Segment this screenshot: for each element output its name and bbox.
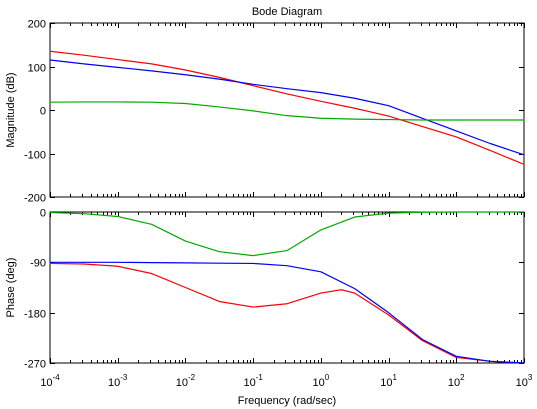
magnitude-y-tick-label: -100 [24,150,46,162]
x-tick-label-exponent: 0 [325,373,330,382]
magnitude-series-line-3 [49,101,525,121]
phase-series-line-3 [49,211,525,257]
x-tick-label-base: 10 [448,377,460,389]
x-tick-label-exponent: 3 [528,373,533,382]
phase-y-axis-label: Phase (deg) [5,258,17,318]
phase-y-tick-label: -270 [24,359,46,371]
x-tick-label: 102 [448,373,465,389]
x-tick-label-base: 10 [176,377,188,389]
x-tick-label-base: 10 [243,377,255,389]
x-tick-label: 103 [516,373,533,389]
x-axis-label: Frequency (rad/sec) [238,395,336,407]
x-tick-label-base: 10 [108,377,120,389]
x-tick-label: 10-1 [243,373,263,389]
phase-y-tick-label: -90 [30,258,46,270]
x-tick-label-base: 10 [313,377,325,389]
magnitude-y-tick-label: 0 [40,106,46,118]
phase-series-line-1 [49,262,525,364]
x-tick-label-exponent: -3 [120,373,128,382]
x-tick-label-exponent: -4 [53,373,61,382]
phase-series-line-2 [49,261,525,364]
magnitude-y-tick-label: 200 [28,19,46,31]
phase-y-tick-label: -180 [24,309,46,321]
magnitude-series-line-2 [49,59,525,156]
x-tick-label-exponent: -2 [188,373,196,382]
x-tick-label-exponent: 2 [460,373,465,382]
magnitude-y-tick-label: 100 [28,63,46,75]
magnitude-axes-frame [49,22,525,198]
phase-panel: 0 -90 -180 -270 [24,208,525,371]
x-tick-label-exponent: 1 [392,373,397,382]
x-tick-label: 10-2 [176,373,196,389]
x-tick-label-base: 10 [40,377,52,389]
x-tick-label: 100 [313,373,330,389]
x-tick-label: 10-3 [108,373,128,389]
magnitude-panel: 200 100 0 -100 -200 [24,19,525,205]
magnitude-y-axis-label: Magnitude (dB) [5,72,17,147]
x-tick-label-exponent: -1 [256,373,264,382]
x-tick-label-base: 10 [380,377,392,389]
magnitude-y-tick-label: -200 [24,193,46,205]
x-tick-label: 10-4 [40,373,60,389]
magnitude-series-line-1 [49,50,525,165]
x-tick-label-base: 10 [516,377,528,389]
chart-title: Bode Diagram [252,6,322,18]
x-tick-label: 101 [380,373,397,389]
phase-axes-frame [49,211,525,364]
phase-y-tick-label: 0 [40,208,46,220]
